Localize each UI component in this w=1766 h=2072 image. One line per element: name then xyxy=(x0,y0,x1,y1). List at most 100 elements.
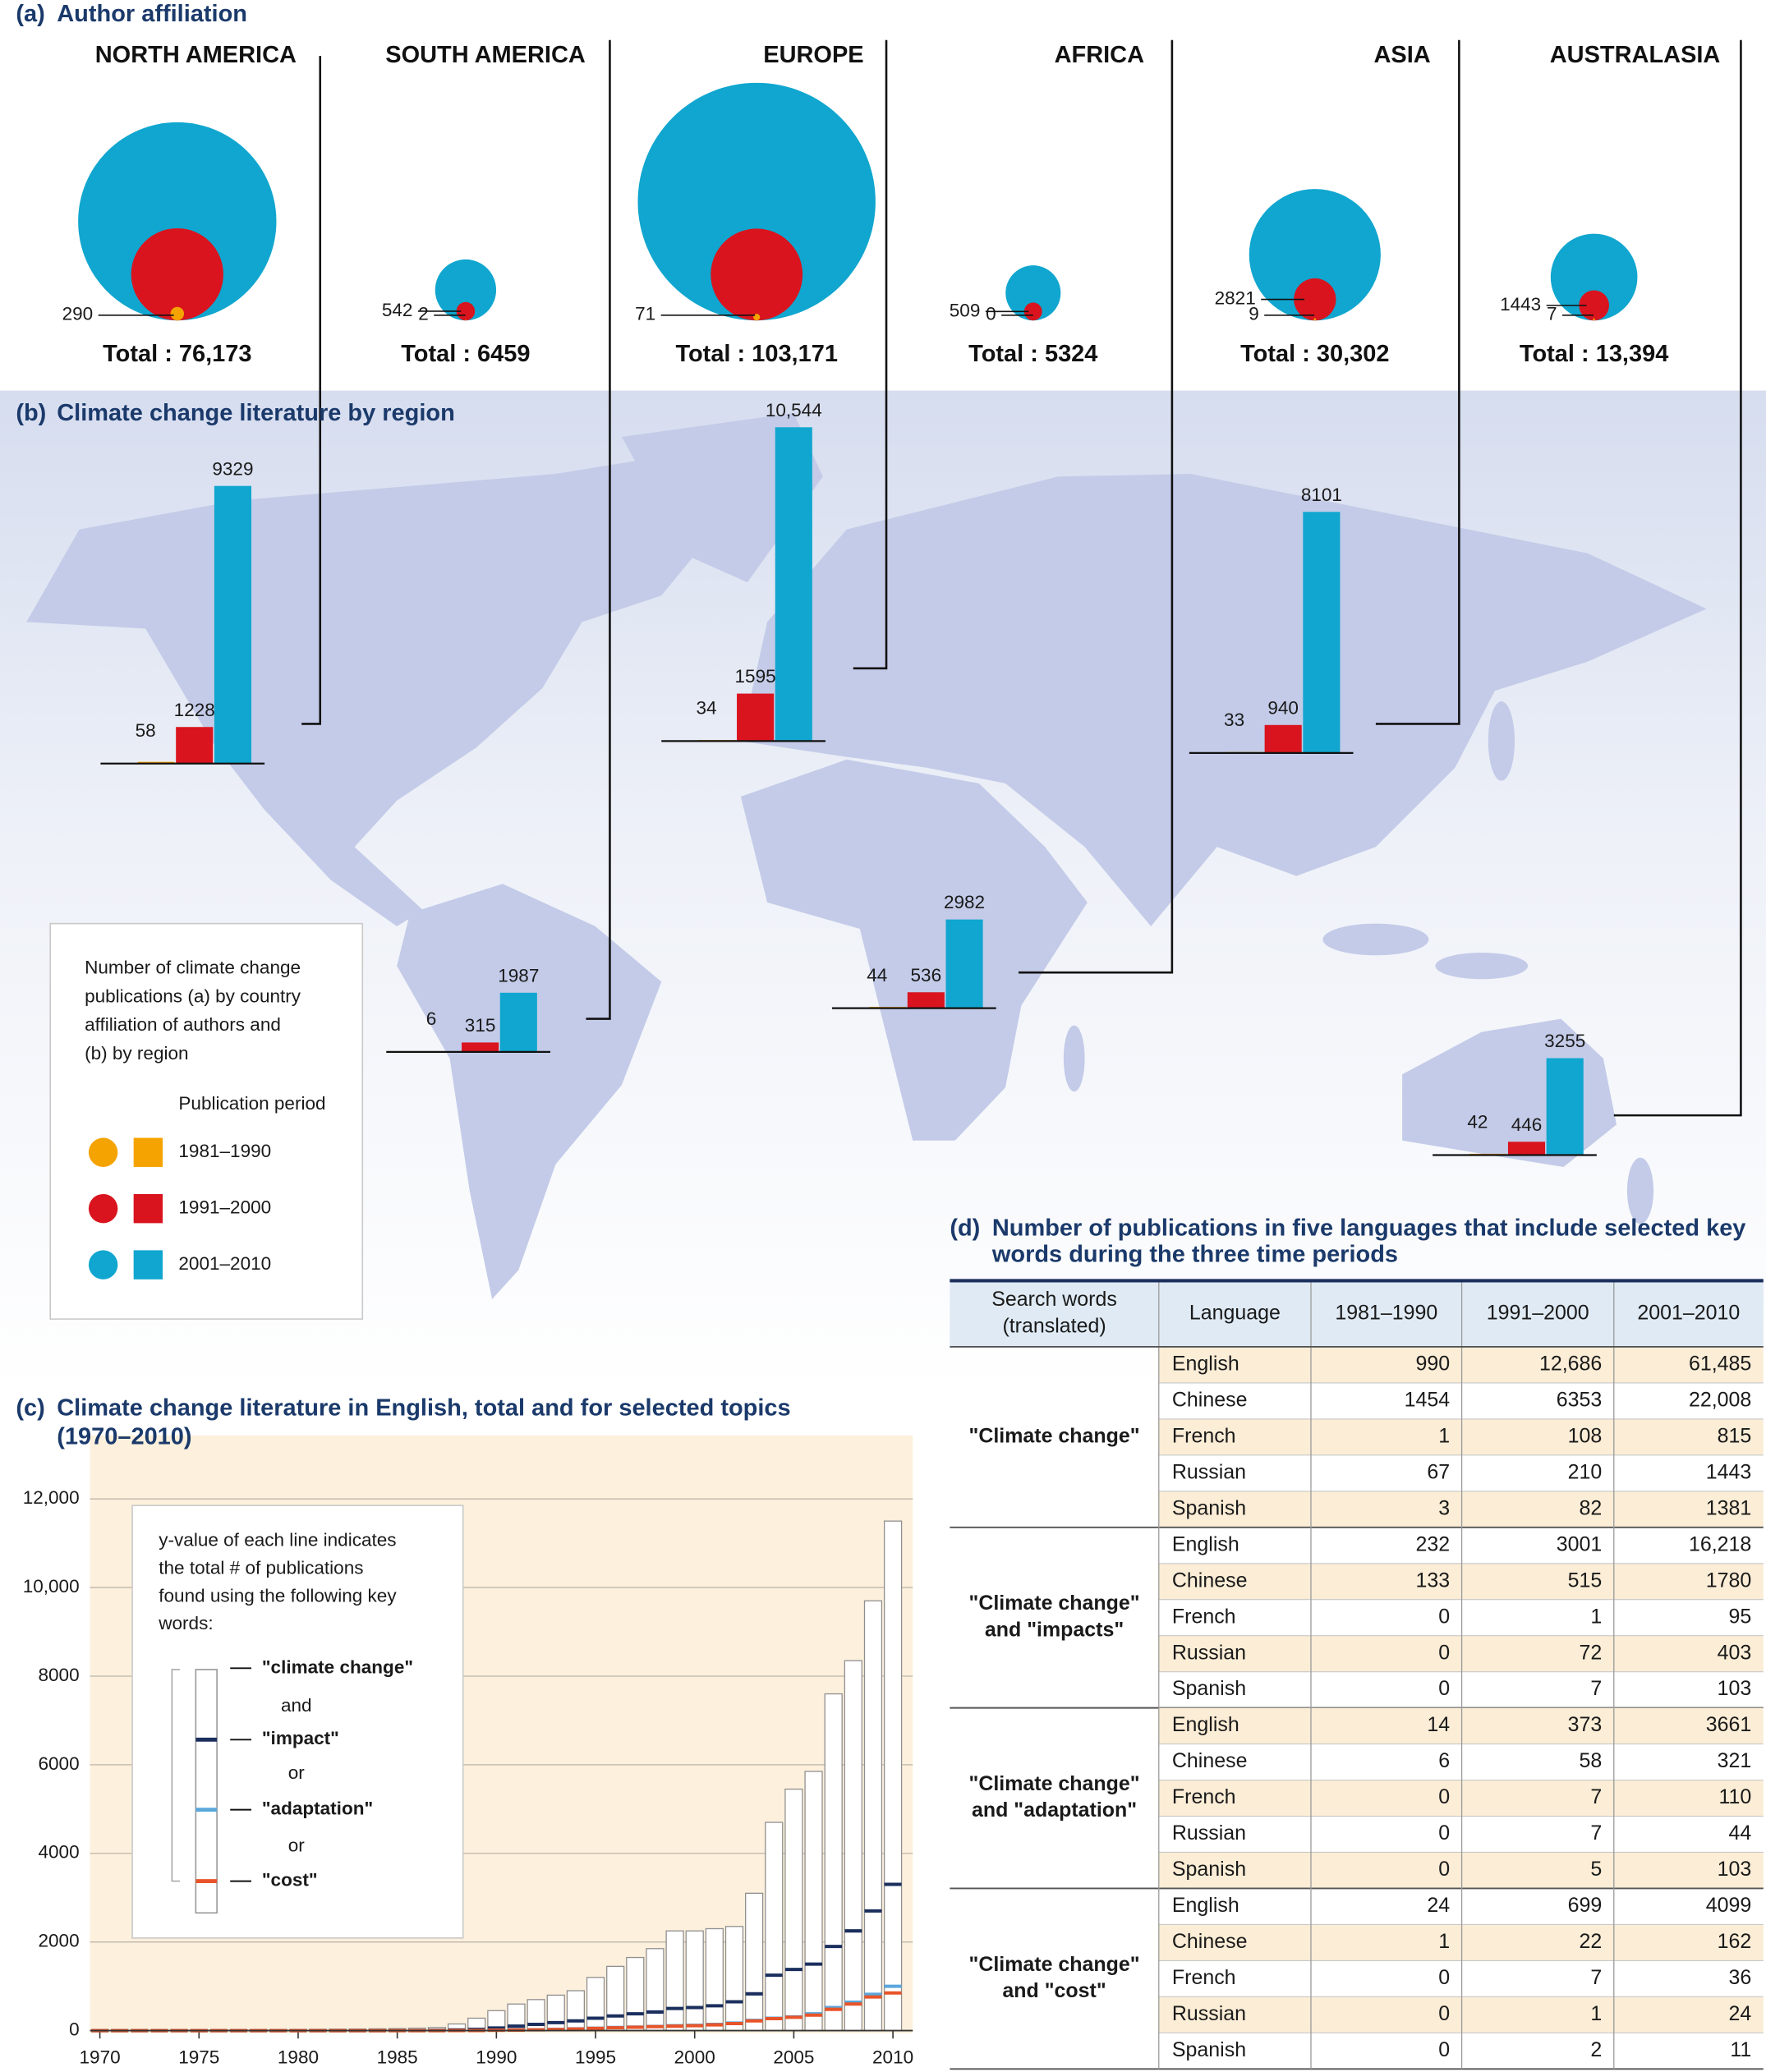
value-label: 42 xyxy=(1467,1112,1488,1132)
bar xyxy=(214,485,251,764)
value-label: 315 xyxy=(465,1015,496,1036)
total-label: Total : 30,302 xyxy=(1240,341,1389,367)
south-america xyxy=(397,884,662,1299)
value-label: 9329 xyxy=(212,458,253,479)
language-cell: Chinese xyxy=(1172,1569,1248,1592)
bar xyxy=(784,1788,803,2032)
bubble xyxy=(1579,290,1609,321)
legend-bracket xyxy=(171,1669,181,1882)
number-cell: 815 xyxy=(1718,1424,1752,1447)
number-cell: 5 xyxy=(1590,1858,1602,1881)
bar xyxy=(1303,512,1341,753)
bar xyxy=(945,919,983,1008)
number-cell: 133 xyxy=(1415,1569,1450,1592)
row-highlight xyxy=(1158,1491,1764,1528)
legend-text: affiliation of authors and xyxy=(85,1014,281,1035)
row-highlight xyxy=(1158,1346,1764,1383)
bubble xyxy=(1005,265,1061,321)
number-cell: 1443 xyxy=(1706,1460,1752,1483)
bubble xyxy=(1023,302,1042,321)
number-cell: 6353 xyxy=(1557,1389,1603,1412)
language-cell: French xyxy=(1172,1424,1236,1447)
language-cell: French xyxy=(1172,1785,1236,1808)
number-cell: 24 xyxy=(1427,1894,1450,1917)
legend-label: 2001–2010 xyxy=(178,1253,271,1274)
language-cell: French xyxy=(1172,1966,1236,1989)
row-highlight xyxy=(1158,1996,1764,2033)
row-highlight xyxy=(1158,1418,1764,1455)
number-cell: 24 xyxy=(1729,2002,1752,2025)
group-label: and "cost" xyxy=(1002,1979,1106,2002)
language-cell: English xyxy=(1172,1532,1239,1555)
number-cell: 58 xyxy=(1580,1749,1603,1772)
number-cell: 103 xyxy=(1718,1677,1752,1700)
value-label: 6 xyxy=(426,1008,437,1029)
bar xyxy=(765,1822,784,2032)
panel-label: (a) xyxy=(16,1,44,27)
number-cell: 210 xyxy=(1568,1460,1603,1483)
legend-label: "impact" xyxy=(262,1728,339,1748)
bar xyxy=(737,693,775,742)
number-cell: 3001 xyxy=(1557,1532,1603,1555)
language-cell: Spanish xyxy=(1172,1677,1246,1700)
bar xyxy=(499,992,537,1052)
language-cell: Chinese xyxy=(1172,1749,1248,1772)
number-cell: 1 xyxy=(1590,1605,1602,1628)
region-header: AFRICA xyxy=(1055,42,1145,68)
number-cell: 12,686 xyxy=(1539,1353,1602,1376)
x-tick-label: 2010 xyxy=(872,2047,913,2067)
number-cell: 1381 xyxy=(1706,1496,1752,1519)
legend-label: "adaptation" xyxy=(262,1799,373,1819)
number-cell: 0 xyxy=(1438,1677,1450,1700)
group-label: "Climate change" xyxy=(969,1953,1140,1976)
value-label: 9 xyxy=(1249,304,1259,324)
x-tick-label: 1990 xyxy=(476,2047,517,2067)
language-cell: Spanish xyxy=(1172,2038,1246,2061)
y-tick-label: 12,000 xyxy=(23,1487,80,1508)
x-tick-label: 1995 xyxy=(575,2047,616,2067)
bar xyxy=(844,1660,862,2032)
bubble xyxy=(1294,278,1336,321)
x-tick-label: 1980 xyxy=(278,2047,319,2067)
value-label: 1443 xyxy=(1500,294,1541,315)
number-cell: 82 xyxy=(1580,1496,1603,1519)
number-cell: 44 xyxy=(1729,1822,1752,1845)
y-tick-label: 0 xyxy=(69,2019,80,2040)
table-title: words during the three time periods xyxy=(991,1241,1398,1267)
row-highlight xyxy=(1158,1563,1764,1600)
header-cell: Language xyxy=(1189,1301,1281,1324)
legend-circle xyxy=(88,1193,118,1224)
number-cell: 990 xyxy=(1415,1353,1450,1376)
region-header: SOUTH AMERICA xyxy=(385,42,586,68)
bar xyxy=(606,1965,625,2032)
y-tick-label: 4000 xyxy=(39,1842,80,1863)
island xyxy=(1626,1157,1654,1224)
bubble xyxy=(1593,318,1595,321)
africa xyxy=(740,759,1088,1141)
bar xyxy=(804,1771,823,2032)
bar xyxy=(1546,1058,1584,1155)
legend-text: publications (a) by country xyxy=(85,985,301,1006)
value-label: 290 xyxy=(62,304,94,324)
eurasia xyxy=(740,474,1707,926)
value-label: 2821 xyxy=(1215,288,1256,309)
value-label: 1228 xyxy=(174,700,215,720)
x-tick-label: 1970 xyxy=(80,2047,121,2067)
number-cell: 403 xyxy=(1718,1641,1752,1664)
header-cell: 1981–1990 xyxy=(1335,1301,1437,1324)
group-label: "Climate change" xyxy=(969,1592,1140,1615)
legend-text: the total # of publications xyxy=(159,1557,363,1578)
number-cell: 162 xyxy=(1718,1930,1752,1953)
group-label: "Climate change" xyxy=(969,1424,1140,1447)
legend-circle xyxy=(88,1137,118,1167)
number-cell: 36 xyxy=(1729,1966,1752,1989)
bubble xyxy=(1249,189,1381,321)
number-cell: 0 xyxy=(1438,2002,1450,2025)
bar xyxy=(462,1042,499,1052)
total-label: Total : 6459 xyxy=(401,341,530,367)
number-cell: 22 xyxy=(1580,1930,1603,1953)
number-cell: 321 xyxy=(1718,1749,1752,1772)
number-cell: 22,008 xyxy=(1689,1389,1751,1412)
value-label: 3255 xyxy=(1544,1031,1585,1051)
number-cell: 232 xyxy=(1415,1532,1450,1555)
